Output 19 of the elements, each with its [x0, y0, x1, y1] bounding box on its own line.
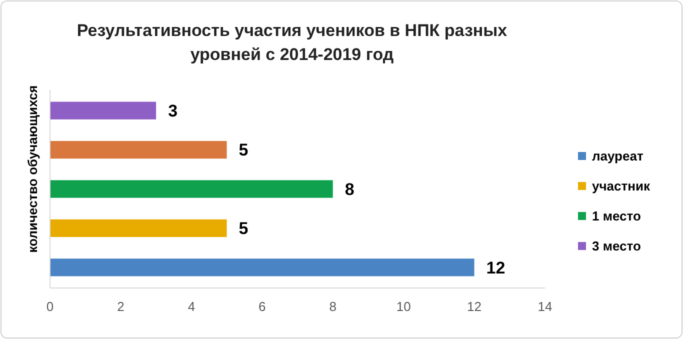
legend-label: лауреат [592, 148, 644, 164]
x-tick-label: 6 [258, 299, 266, 314]
legend-label: 3 место [592, 238, 641, 254]
x-tick-label: 10 [396, 299, 411, 314]
x-tick-label: 0 [46, 299, 54, 314]
data-label: 5 [238, 219, 248, 238]
data-label: 8 [344, 180, 354, 199]
x-tick-label: 8 [329, 299, 336, 314]
x-tick-label: 2 [117, 299, 124, 314]
x-tick-label: 12 [467, 299, 482, 314]
x-tick-label: 14 [538, 299, 552, 314]
y-axis-title: количество обучающихся [25, 85, 40, 253]
x-tick-label: 4 [188, 299, 196, 314]
data-label: 5 [238, 140, 248, 160]
legend-label: участник [592, 178, 650, 194]
legend-label: 1 место [592, 208, 641, 224]
data-label: 12 [486, 258, 506, 278]
data-label: 3 [168, 102, 178, 121]
chart-title: Результативность участия учеников в НПК разных уровней с 2014-2019 год [76, 21, 508, 64]
